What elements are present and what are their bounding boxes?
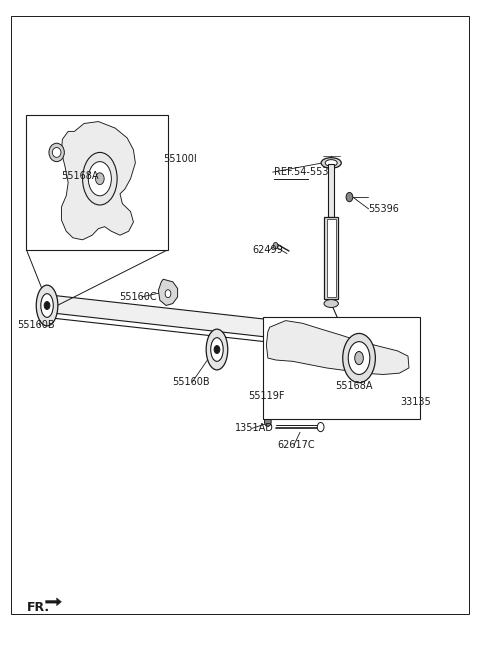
Circle shape xyxy=(410,368,418,378)
Ellipse shape xyxy=(355,351,363,365)
Text: 33135: 33135 xyxy=(401,397,432,407)
Bar xyxy=(328,164,334,217)
Polygon shape xyxy=(39,294,44,317)
Ellipse shape xyxy=(83,152,117,205)
Polygon shape xyxy=(61,122,135,240)
Circle shape xyxy=(346,365,349,371)
Circle shape xyxy=(357,376,361,381)
Bar xyxy=(327,219,336,297)
Text: FR.: FR. xyxy=(26,601,49,614)
Circle shape xyxy=(44,302,50,309)
Ellipse shape xyxy=(36,285,58,326)
Text: 55396: 55396 xyxy=(369,204,399,214)
Circle shape xyxy=(369,365,372,371)
Text: 62617C: 62617C xyxy=(277,440,315,451)
Bar xyxy=(263,317,420,419)
Ellipse shape xyxy=(96,173,104,185)
Text: 1351AD: 1351AD xyxy=(235,423,274,434)
Polygon shape xyxy=(46,598,61,606)
Ellipse shape xyxy=(348,342,370,374)
Ellipse shape xyxy=(324,300,338,307)
Circle shape xyxy=(214,346,220,353)
Text: 55160C: 55160C xyxy=(119,292,156,302)
Text: 55160B: 55160B xyxy=(172,377,209,388)
Ellipse shape xyxy=(41,294,53,317)
Polygon shape xyxy=(158,279,178,306)
Text: 55100I: 55100I xyxy=(163,154,197,164)
Text: 55119F: 55119F xyxy=(249,390,285,401)
Ellipse shape xyxy=(206,329,228,370)
Text: REF.54-553: REF.54-553 xyxy=(274,167,328,177)
Ellipse shape xyxy=(211,338,223,361)
Ellipse shape xyxy=(88,162,111,196)
Circle shape xyxy=(165,290,171,298)
Text: 55168A: 55168A xyxy=(335,381,372,392)
Circle shape xyxy=(346,346,349,350)
Bar xyxy=(324,217,338,299)
Ellipse shape xyxy=(52,148,61,158)
Polygon shape xyxy=(44,294,413,353)
Ellipse shape xyxy=(321,158,341,168)
Circle shape xyxy=(295,369,302,378)
Circle shape xyxy=(264,417,271,426)
Text: 62499: 62499 xyxy=(252,244,283,255)
Bar xyxy=(26,115,168,250)
Text: 55168A: 55168A xyxy=(61,171,99,181)
Circle shape xyxy=(317,422,324,432)
Circle shape xyxy=(380,363,388,375)
Polygon shape xyxy=(266,321,409,374)
Ellipse shape xyxy=(325,160,337,166)
Circle shape xyxy=(369,346,372,350)
Circle shape xyxy=(357,335,361,340)
Ellipse shape xyxy=(49,143,64,162)
Circle shape xyxy=(273,242,278,249)
Text: 55160B: 55160B xyxy=(17,320,54,330)
Ellipse shape xyxy=(343,334,375,382)
Circle shape xyxy=(346,193,353,202)
